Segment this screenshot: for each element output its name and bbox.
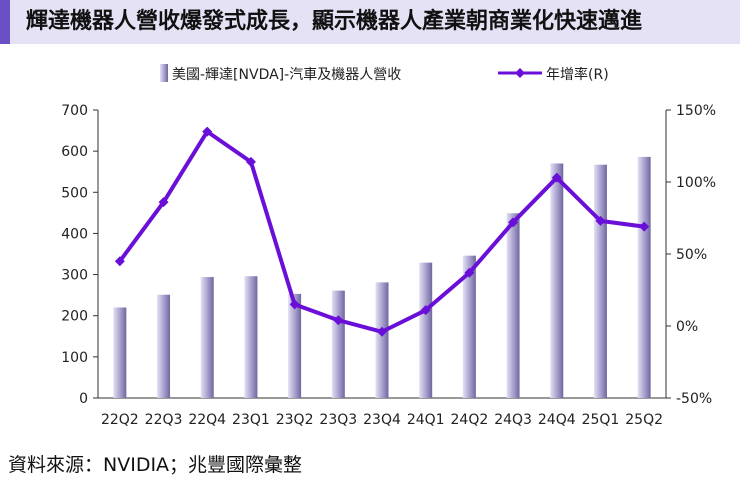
legend-line-marker xyxy=(515,68,525,78)
y-right-tick-label: 50% xyxy=(676,247,707,263)
y-left-tick-label: 500 xyxy=(61,185,88,201)
revenue-bar xyxy=(157,294,171,398)
x-tick-label: 23Q1 xyxy=(232,412,270,428)
legend-line-label: 年增率(R) xyxy=(546,66,609,83)
yoy-point xyxy=(202,126,213,137)
y-left-tick-label: 200 xyxy=(61,309,88,325)
x-tick-label: 24Q2 xyxy=(451,412,489,428)
source-note: 資料來源：NVIDIA；兆豐國際彙整 xyxy=(8,454,303,476)
yoy-point xyxy=(245,156,256,167)
x-tick-label: 23Q4 xyxy=(363,412,401,428)
y-left-tick-label: 100 xyxy=(61,350,88,366)
y-right-tick-label: 150% xyxy=(676,103,716,119)
x-tick-label: 25Q2 xyxy=(625,412,663,428)
yoy-point xyxy=(639,221,650,232)
legend-bar-swatch xyxy=(160,64,168,82)
chart: 美國-輝達[NVDA]-汽車及機器人營收 年增率(R) 0 100 200 300 40… xyxy=(61,64,716,428)
x-tick-label: 24Q1 xyxy=(407,412,445,428)
y-left-tick-label: 0 xyxy=(79,391,88,407)
x-tick-label: 23Q3 xyxy=(319,412,357,428)
y-left-tick-label: 700 xyxy=(61,103,88,119)
legend-bar-label: 美國-輝達[NVDA]-汽車及機器人營收 xyxy=(172,66,401,83)
x-tick-label: 23Q2 xyxy=(276,412,314,428)
revenue-bar xyxy=(593,164,607,398)
legend: 美國-輝達[NVDA]-汽車及機器人營收 年增率(R) xyxy=(160,64,609,83)
yoy-point xyxy=(114,256,125,267)
axes: 0 100 200 300 400 500 600 700 -50% 0% 50% 100% 150% 2… xyxy=(61,103,716,428)
yoy-point xyxy=(158,197,169,208)
yoy-point xyxy=(508,217,519,228)
chart-title: 輝達機器人營收爆發式成長，顯示機器人產業朝商業化快速邁進 xyxy=(26,9,643,34)
y-left-tick-label: 300 xyxy=(61,268,88,284)
y-right-tick-label: 0% xyxy=(676,319,698,335)
y-left-tick-label: 600 xyxy=(61,144,88,160)
revenue-bar xyxy=(637,156,651,398)
revenue-bar xyxy=(462,255,476,398)
revenue-bar xyxy=(200,277,214,398)
x-tick-label: 22Q4 xyxy=(188,412,226,428)
y-right-tick-label: -50% xyxy=(676,391,712,407)
y-right-tick-label: 100% xyxy=(676,175,716,191)
revenue-bar xyxy=(419,262,433,398)
title-accent xyxy=(0,0,10,44)
revenue-bar xyxy=(550,163,564,398)
yoy-point xyxy=(377,326,387,337)
revenue-bar xyxy=(244,276,258,398)
x-tick-label: 22Q3 xyxy=(145,412,183,428)
yoy-point xyxy=(464,267,475,278)
title-bar xyxy=(0,0,740,44)
bars xyxy=(113,156,651,398)
yoy-point xyxy=(595,215,606,226)
yoy-point xyxy=(289,299,300,310)
y-left-tick-label: 400 xyxy=(61,226,88,242)
yoy-point xyxy=(551,172,562,183)
yoy-line xyxy=(114,126,650,337)
revenue-bar xyxy=(375,282,389,398)
yoy-point xyxy=(420,305,431,316)
revenue-bar xyxy=(113,307,127,398)
revenue-bar xyxy=(331,290,345,398)
x-tick-label: 25Q1 xyxy=(582,412,620,428)
revenue-bar xyxy=(506,213,520,398)
x-tick-label: 24Q4 xyxy=(538,412,576,428)
revenue-bar xyxy=(288,293,302,398)
x-tick-label: 22Q2 xyxy=(101,412,139,428)
x-tick-label: 24Q3 xyxy=(494,412,532,428)
yoy-point xyxy=(333,315,344,326)
